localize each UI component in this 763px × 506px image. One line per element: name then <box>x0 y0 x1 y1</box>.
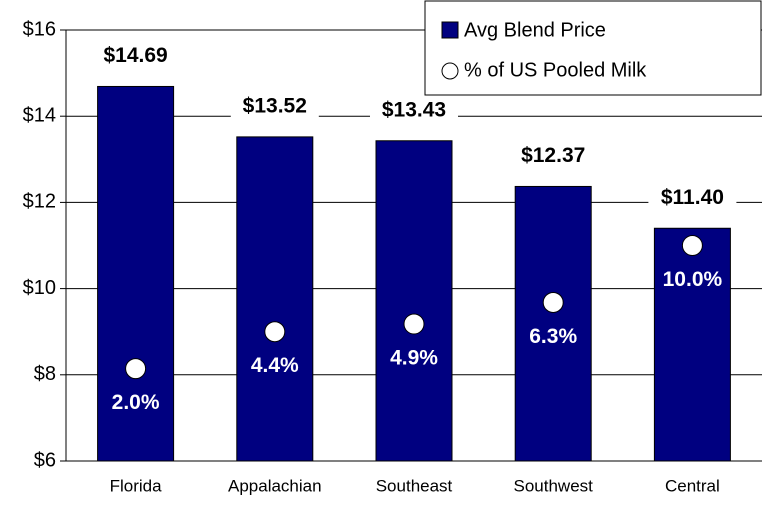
value-label-bg <box>370 96 458 125</box>
value-label: $14.69 <box>103 44 167 67</box>
legend-box <box>424 0 762 96</box>
x-tick-label: Appalachian <box>228 476 322 495</box>
bar <box>97 85 175 462</box>
marker <box>681 235 703 256</box>
marker <box>542 291 564 313</box>
bar <box>236 136 314 462</box>
marker <box>264 321 286 343</box>
value-label-bg <box>91 42 180 71</box>
value-label-bg <box>648 184 737 213</box>
legend-swatch <box>441 62 459 80</box>
value-label-bg <box>509 142 598 171</box>
y-tick-label: $8 <box>34 363 56 385</box>
value-label: 10.0% <box>663 268 723 291</box>
y-tick-label: $14 <box>23 104 56 126</box>
value-label-bg <box>230 92 319 121</box>
legend-swatch <box>441 21 459 39</box>
y-tick-label: $10 <box>23 277 56 299</box>
value-label: $13.43 <box>382 98 446 121</box>
x-tick-label: Florida <box>110 476 163 495</box>
bar <box>375 140 453 462</box>
value-label: 4.4% <box>251 354 299 377</box>
marker <box>125 358 147 380</box>
y-tick-label: $12 <box>23 191 56 213</box>
value-label: $12.37 <box>521 144 585 167</box>
legend-label: Avg Blend Price <box>464 19 606 41</box>
value-label: 4.9% <box>390 347 438 370</box>
x-tick-label: Central <box>665 476 720 495</box>
x-tick-label: Southwest <box>514 476 594 495</box>
y-tick-label: $16 <box>23 18 56 40</box>
value-label: 6.3% <box>529 325 577 348</box>
value-label: 2.0% <box>112 391 160 414</box>
marker <box>403 313 425 335</box>
legend-label: % of US Pooled Milk <box>464 59 647 81</box>
bar <box>653 227 731 462</box>
y-tick-label: $6 <box>34 449 56 471</box>
bar <box>514 185 592 462</box>
x-tick-label: Southeast <box>376 476 453 495</box>
value-label: $11.40 <box>661 186 724 209</box>
value-label: $13.52 <box>243 94 307 117</box>
